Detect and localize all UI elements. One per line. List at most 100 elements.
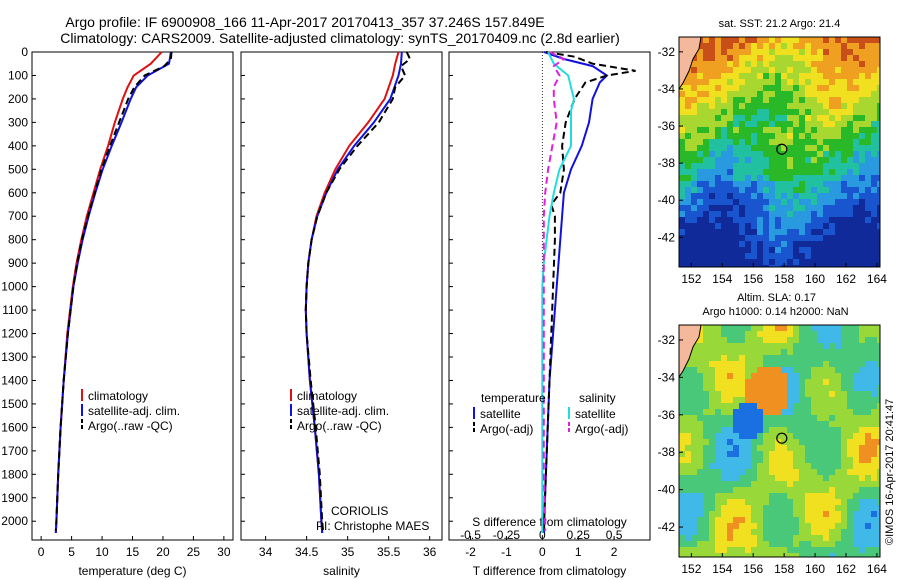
map-cell [739, 175, 745, 181]
map-cell [769, 373, 775, 379]
map-cell [841, 187, 847, 193]
map-cell [769, 493, 775, 499]
map-cell [799, 67, 805, 73]
map-cell [823, 55, 829, 61]
map-cell [859, 187, 865, 193]
map-cell [733, 229, 739, 235]
map-cell [787, 421, 793, 427]
map-cell [835, 205, 841, 211]
map-cell [721, 409, 727, 415]
map-cell [811, 175, 817, 181]
map-cell [715, 37, 721, 43]
map-cell [697, 91, 703, 97]
map-cell [841, 79, 847, 85]
map-cell [733, 523, 739, 529]
map-cell [793, 349, 799, 355]
map-cell [823, 481, 829, 487]
map-cell [829, 187, 835, 193]
map-cell [697, 73, 703, 79]
map-cell [757, 409, 763, 415]
series-line-argo-raw-qc- [304, 51, 412, 531]
map-cell [739, 469, 745, 475]
map-cell [865, 115, 871, 121]
map-cell [847, 223, 853, 229]
map-cell [679, 181, 685, 187]
map-cell [739, 523, 745, 529]
y-tick-label: 600 [8, 186, 28, 200]
map-cell [871, 427, 877, 433]
map-cell [841, 499, 847, 505]
map-cell [847, 439, 853, 445]
map-cell [703, 511, 709, 517]
map-cell [823, 79, 829, 85]
map-cell [823, 361, 829, 367]
map-cell [793, 211, 799, 217]
map-cell [685, 115, 691, 121]
map-cell [817, 115, 823, 121]
map-cell [805, 337, 811, 343]
map-cell [775, 115, 781, 121]
map-cell [733, 535, 739, 541]
map-cell [751, 103, 757, 109]
map-cell [853, 157, 859, 163]
map-cell [721, 91, 727, 97]
map-cell [877, 505, 880, 511]
map-cell [775, 415, 781, 421]
map-cell [679, 547, 685, 553]
map-cell [865, 325, 871, 331]
map-cell [775, 337, 781, 343]
map-cell [835, 433, 841, 439]
map-cell [721, 79, 727, 85]
map-cell [751, 97, 757, 103]
map-cell [775, 397, 781, 403]
map-cell [745, 67, 751, 73]
map-cell [817, 235, 823, 241]
map-cell [733, 409, 739, 415]
map-cell [751, 409, 757, 415]
map-cell [877, 259, 880, 265]
map-cell [841, 361, 847, 367]
map-cell [853, 439, 859, 445]
map-cell [871, 505, 877, 511]
map-cell [691, 433, 697, 439]
map-cell [763, 343, 769, 349]
map-y-tick-label: -34 [658, 82, 676, 96]
y-tick-label: 1700 [1, 444, 28, 458]
map-cell [811, 361, 817, 367]
map-cell [793, 391, 799, 397]
x-tick-label: 5 [68, 545, 75, 559]
map-cell [823, 49, 829, 55]
map-cell [835, 535, 841, 541]
map-cell [871, 445, 877, 451]
map-cell [829, 505, 835, 511]
map-cell [685, 241, 691, 247]
map-cell [835, 127, 841, 133]
map-cell [751, 235, 757, 241]
map-cell [685, 253, 691, 259]
map-cell [709, 55, 715, 61]
map-cell [847, 259, 853, 265]
map-cell [847, 499, 853, 505]
map-cell [781, 475, 787, 481]
map-cell [877, 217, 880, 223]
map-cell [733, 163, 739, 169]
map-cell [709, 49, 715, 55]
map-cell [691, 391, 697, 397]
map-cell [793, 175, 799, 181]
map-cell [703, 463, 709, 469]
map-cell [787, 493, 793, 499]
map-cell [685, 523, 691, 529]
map-cell [775, 481, 781, 487]
map-cell [841, 127, 847, 133]
map-cell [703, 241, 709, 247]
map-cell [823, 529, 829, 535]
map-cell [823, 457, 829, 463]
map-cell [841, 367, 847, 373]
map-cell [817, 481, 823, 487]
map-cell [781, 403, 787, 409]
map-cell [871, 127, 877, 133]
map-cell [775, 265, 781, 267]
map-cell [811, 355, 817, 361]
map-cell [709, 349, 715, 355]
map-cell [715, 535, 721, 541]
